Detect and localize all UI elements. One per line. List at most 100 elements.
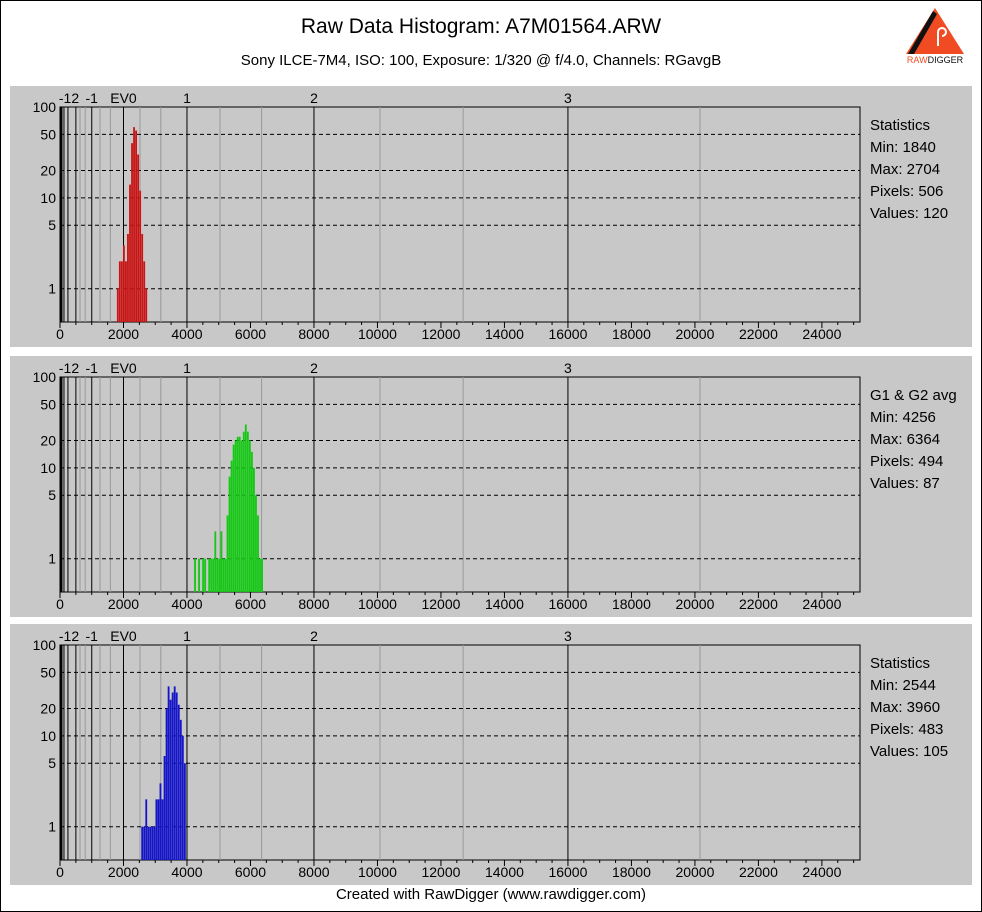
histogram-bar bbox=[253, 467, 255, 592]
x-tick-label: 0 bbox=[56, 864, 64, 880]
x-tick-label: 22000 bbox=[739, 596, 778, 612]
histogram-bar bbox=[220, 531, 223, 592]
histogram-bar bbox=[116, 288, 119, 322]
histogram-bar bbox=[139, 190, 142, 322]
stats-max: Max: 3960 bbox=[870, 699, 941, 716]
x-tick-label: 12000 bbox=[421, 326, 460, 342]
ev-label: -1 bbox=[86, 90, 99, 106]
y-tick-label: 20 bbox=[40, 433, 56, 449]
x-tick-label: 10000 bbox=[358, 326, 397, 342]
histogram-bar bbox=[141, 826, 144, 860]
ev-label: -12 bbox=[59, 628, 79, 644]
y-tick-label: 50 bbox=[40, 396, 56, 412]
histogram-bar bbox=[171, 692, 174, 860]
x-tick-label: 2000 bbox=[108, 326, 139, 342]
histogram-bar bbox=[230, 460, 233, 592]
x-tick-label: 2000 bbox=[108, 596, 139, 612]
histogram-bar bbox=[238, 436, 241, 592]
histogram-bar bbox=[257, 515, 259, 592]
ev-label: -1 bbox=[86, 360, 99, 376]
histogram-bar bbox=[255, 495, 257, 592]
ev-label: 1 bbox=[183, 360, 191, 376]
x-tick-label: 8000 bbox=[298, 596, 329, 612]
stats-green: G1 & G2 avg Min: 4256 Max: 6364 Pixels: … bbox=[870, 385, 957, 495]
y-tick-label: 50 bbox=[40, 126, 56, 142]
x-tick-label: 18000 bbox=[612, 596, 651, 612]
histogram-bar bbox=[122, 245, 125, 322]
y-tick-label: 100 bbox=[33, 99, 57, 115]
x-tick-label: 4000 bbox=[171, 596, 202, 612]
histogram-bar bbox=[179, 719, 182, 860]
ev-label: EV0 bbox=[110, 360, 137, 376]
histogram-bar bbox=[183, 763, 186, 860]
histogram-bar bbox=[163, 756, 166, 860]
stats-values: Values: 120 bbox=[870, 205, 949, 222]
x-tick-label: 6000 bbox=[235, 326, 266, 342]
x-tick-label: 16000 bbox=[548, 326, 587, 342]
y-tick-label: 10 bbox=[40, 190, 56, 206]
histogram-bar bbox=[224, 558, 227, 592]
y-tick-label: 20 bbox=[40, 163, 56, 179]
histogram-bar bbox=[145, 799, 148, 860]
x-tick-label: 14000 bbox=[485, 596, 524, 612]
y-tick-label: 5 bbox=[48, 755, 56, 771]
histogram-bar bbox=[181, 735, 184, 860]
x-tick-label: 16000 bbox=[548, 596, 587, 612]
histogram-bar bbox=[232, 444, 235, 592]
y-tick-label: 1 bbox=[48, 551, 56, 567]
histogram-bar bbox=[208, 558, 211, 592]
rawdigger-logo: RAWDIGGER bbox=[906, 8, 964, 64]
histogram-bar bbox=[151, 826, 154, 860]
histogram-bar bbox=[244, 424, 247, 592]
histogram-bar bbox=[175, 692, 178, 860]
x-tick-label: 0 bbox=[56, 326, 64, 342]
stats-pixels: Pixels: 494 bbox=[870, 453, 944, 470]
histogram-bar bbox=[159, 783, 162, 860]
histogram-bar bbox=[194, 558, 196, 592]
ev-label: EV0 bbox=[110, 628, 137, 644]
x-tick-label: 20000 bbox=[675, 596, 714, 612]
histogram-bar bbox=[240, 440, 243, 592]
histogram-bar bbox=[149, 826, 152, 860]
ev-label: 2 bbox=[310, 628, 318, 644]
x-tick-label: 10000 bbox=[358, 864, 397, 880]
y-tick-label: 100 bbox=[33, 637, 57, 653]
histogram-bar bbox=[214, 531, 217, 592]
x-tick-label: 0 bbox=[56, 596, 64, 612]
x-tick-label: 10000 bbox=[358, 596, 397, 612]
histogram-bar bbox=[261, 558, 263, 592]
x-tick-label: 18000 bbox=[612, 326, 651, 342]
x-tick-label: 8000 bbox=[298, 326, 329, 342]
ev-label: -12 bbox=[59, 90, 79, 106]
x-tick-label: 14000 bbox=[485, 864, 524, 880]
x-tick-label: 12000 bbox=[421, 864, 460, 880]
y-tick-label: 5 bbox=[48, 487, 56, 503]
x-tick-label: 4000 bbox=[171, 326, 202, 342]
histogram-bar bbox=[210, 558, 213, 592]
y-tick-label: 50 bbox=[40, 664, 56, 680]
x-tick-label: 22000 bbox=[739, 864, 778, 880]
histogram-bar bbox=[202, 558, 205, 592]
histogram-bar bbox=[198, 558, 200, 592]
x-tick-label: 2000 bbox=[108, 864, 139, 880]
stats-red: Statistics Min: 1840 Max: 2704 Pixels: 5… bbox=[870, 115, 948, 225]
stats-heading: G1 & G2 avg bbox=[870, 387, 957, 404]
histogram-bar bbox=[246, 431, 249, 592]
histogram-bar bbox=[161, 799, 164, 860]
stats-pixels: Pixels: 506 bbox=[870, 183, 944, 200]
ev-label: 2 bbox=[310, 90, 318, 106]
ev-label: 3 bbox=[564, 360, 572, 376]
histogram-bar bbox=[135, 130, 138, 322]
histogram-bar bbox=[165, 708, 168, 860]
histogram-bar bbox=[129, 184, 131, 322]
y-tick-label: 10 bbox=[40, 460, 56, 476]
x-tick-label: 24000 bbox=[802, 596, 841, 612]
stats-max: Max: 2704 bbox=[870, 161, 941, 178]
ev-label: -1 bbox=[86, 628, 99, 644]
histogram-bar bbox=[222, 558, 225, 592]
histogram-panel-red: -12 -1 EV0 1 2 3 100 50 20 10 5 1 0 2000 4000 6000 8000 1… bbox=[10, 86, 972, 347]
stats-heading: Statistics bbox=[870, 655, 931, 672]
histogram-bar bbox=[120, 261, 123, 322]
stats-values: Values: 105 bbox=[870, 743, 949, 760]
